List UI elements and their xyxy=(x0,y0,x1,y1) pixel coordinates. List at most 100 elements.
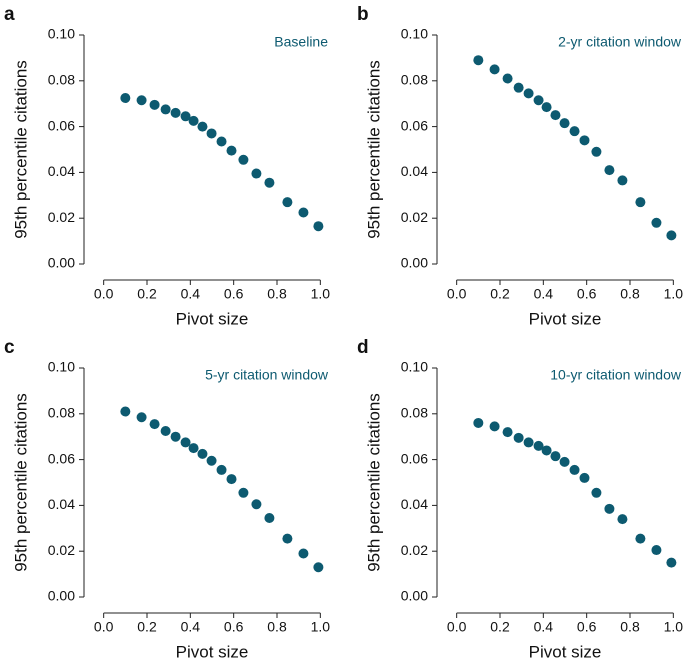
point xyxy=(541,102,552,113)
point xyxy=(160,104,171,115)
x-tick-label: 0.4 xyxy=(534,619,554,635)
point xyxy=(473,417,484,428)
subplot: c 5-yr citation window 0.00 0.02 0.04 0.06 0.0… xyxy=(4,337,330,661)
x-axis-label: Pivot size xyxy=(529,642,602,661)
point xyxy=(298,207,309,218)
y-tick-label: 0.10 xyxy=(48,26,75,42)
point xyxy=(197,448,208,459)
point xyxy=(591,146,602,157)
point xyxy=(313,221,324,232)
point xyxy=(264,512,275,523)
point xyxy=(559,456,570,467)
annotation: Baseline xyxy=(274,34,328,50)
y-tick-label: 0.02 xyxy=(48,542,75,558)
x-tick-label: 0.8 xyxy=(267,286,287,302)
y-tick-label: 0.06 xyxy=(401,450,428,466)
point xyxy=(206,128,217,139)
point xyxy=(635,533,646,544)
point xyxy=(513,432,524,443)
point xyxy=(226,145,237,156)
y-tick-label: 0.00 xyxy=(401,588,428,604)
point xyxy=(136,95,147,106)
x-tick-label: 0.2 xyxy=(490,619,510,635)
y-axis-label: 95th percentile citations xyxy=(11,60,30,239)
point xyxy=(523,88,534,99)
y-tick-label: 0.02 xyxy=(401,542,428,558)
x-tick-label: 0.6 xyxy=(224,619,244,635)
x-tick-label: 0.0 xyxy=(447,619,467,635)
point xyxy=(569,464,580,475)
point xyxy=(604,503,615,514)
point xyxy=(635,197,646,208)
point xyxy=(120,92,131,103)
point xyxy=(226,474,237,485)
y-axis-label: 95th percentile citations xyxy=(364,393,383,572)
point xyxy=(473,55,484,66)
point xyxy=(502,427,513,438)
point xyxy=(550,451,561,462)
x-tick-label: 0.2 xyxy=(137,619,157,635)
point xyxy=(666,230,677,241)
point xyxy=(651,545,662,556)
point xyxy=(188,443,199,454)
x-tick-label: 0.8 xyxy=(267,619,287,635)
point xyxy=(533,440,544,451)
y-tick-label: 0.08 xyxy=(401,72,428,88)
y-tick-label: 0.04 xyxy=(48,496,75,512)
point xyxy=(197,121,208,132)
y-tick-label: 0.04 xyxy=(401,163,428,179)
point xyxy=(282,197,293,208)
x-tick-label: 0.6 xyxy=(577,619,597,635)
y-tick-label: 0.06 xyxy=(48,450,75,466)
point xyxy=(188,115,199,126)
point xyxy=(251,168,262,179)
point xyxy=(282,533,293,544)
x-tick-label: 0.8 xyxy=(620,619,640,635)
y-tick-label: 0.10 xyxy=(48,359,75,375)
point xyxy=(502,73,513,84)
x-tick-label: 0.0 xyxy=(447,286,467,302)
point xyxy=(251,499,262,510)
point xyxy=(489,421,500,432)
panel-letter: c xyxy=(4,337,15,358)
point xyxy=(180,437,191,448)
x-tick-label: 0.0 xyxy=(94,286,114,302)
point xyxy=(617,514,628,525)
x-tick-label: 0.4 xyxy=(534,286,554,302)
y-axis-label: 95th percentile citations xyxy=(364,60,383,239)
point xyxy=(533,95,544,106)
y-tick-label: 0.02 xyxy=(401,209,428,225)
y-tick-label: 0.10 xyxy=(401,26,428,42)
x-axis-label: Pivot size xyxy=(529,309,602,328)
panel-letter: a xyxy=(4,4,15,25)
point xyxy=(579,135,590,146)
point xyxy=(591,487,602,498)
x-tick-label: 0.2 xyxy=(490,286,510,302)
subplot: d 10-yr citation window 0.00 0.02 0.04 0.06 0.… xyxy=(357,337,683,661)
x-tick-label: 0.0 xyxy=(94,619,114,635)
point xyxy=(541,445,552,456)
x-tick-label: 0.4 xyxy=(181,619,201,635)
x-tick-label: 1.0 xyxy=(664,286,684,302)
point xyxy=(559,118,570,129)
y-tick-label: 0.10 xyxy=(401,359,428,375)
y-tick-label: 0.02 xyxy=(48,209,75,225)
point xyxy=(206,455,217,466)
point xyxy=(136,412,147,423)
point xyxy=(550,110,561,121)
x-tick-label: 0.8 xyxy=(620,286,640,302)
annotation: 2-yr citation window xyxy=(558,34,682,50)
annotation: 10-yr citation window xyxy=(550,367,682,383)
y-axis-label: 95th percentile citations xyxy=(11,393,30,572)
point xyxy=(579,472,590,483)
point xyxy=(180,111,191,122)
y-tick-label: 0.08 xyxy=(401,405,428,421)
x-axis-label: Pivot size xyxy=(176,642,249,661)
point xyxy=(617,175,628,186)
point xyxy=(313,562,324,573)
x-tick-label: 1.0 xyxy=(311,619,331,635)
x-tick-label: 0.2 xyxy=(137,286,157,302)
y-tick-label: 0.00 xyxy=(48,255,75,271)
y-tick-label: 0.04 xyxy=(48,163,75,179)
point xyxy=(523,437,534,448)
